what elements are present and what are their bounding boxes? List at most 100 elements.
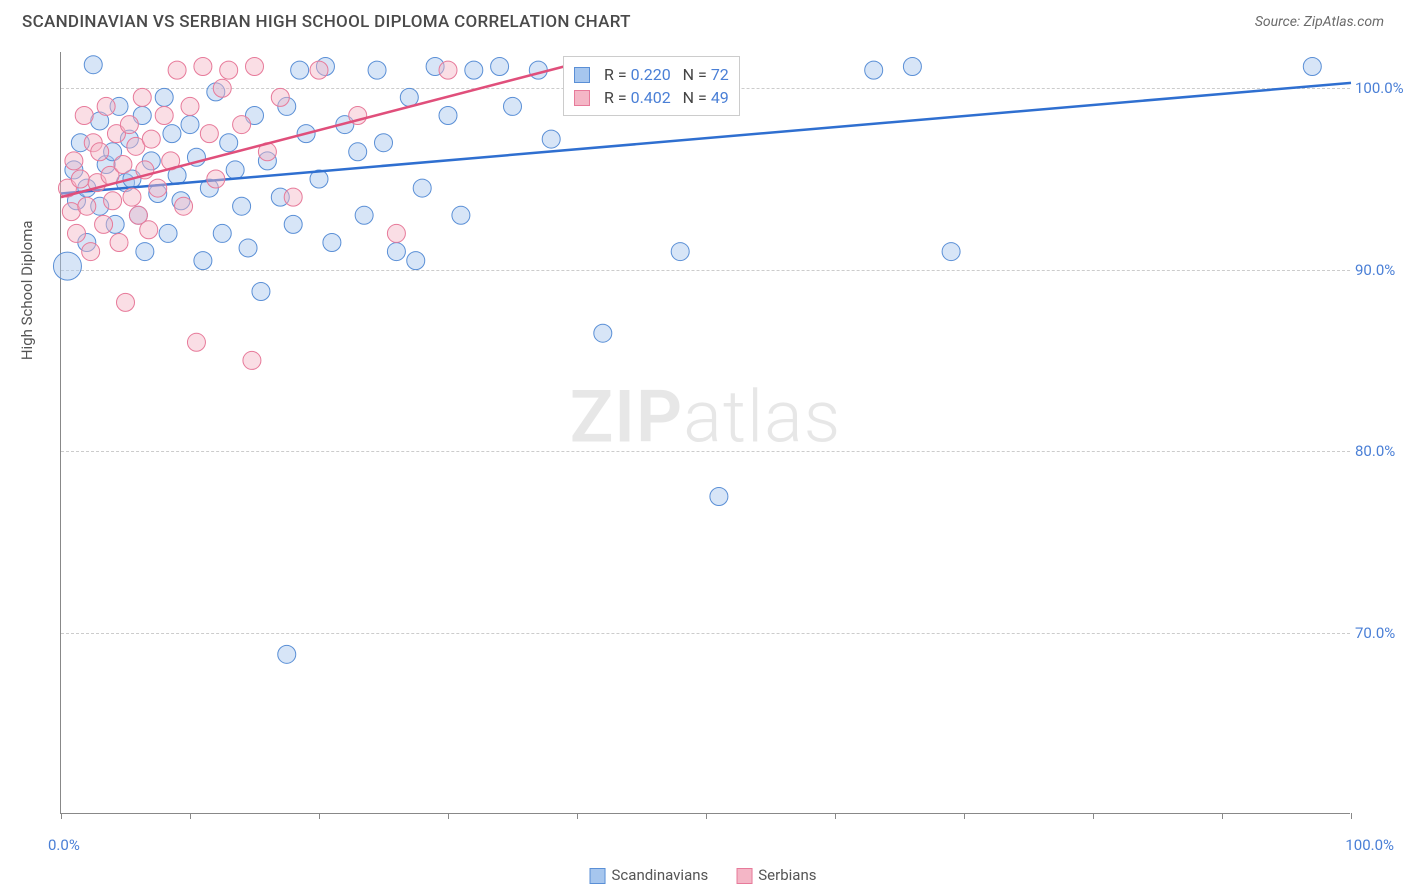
data-point bbox=[942, 243, 960, 261]
x-tick bbox=[448, 813, 449, 819]
data-point bbox=[220, 61, 238, 79]
data-point bbox=[671, 243, 689, 261]
y-axis-label: High School Diploma bbox=[18, 220, 36, 360]
data-point bbox=[149, 179, 167, 197]
data-point bbox=[140, 221, 158, 239]
data-point bbox=[387, 224, 405, 242]
data-point bbox=[84, 56, 102, 74]
data-point bbox=[53, 252, 81, 280]
stats-row: R = 0.220 N = 72 bbox=[574, 63, 729, 86]
stats-text: R = 0.402 N = 49 bbox=[604, 88, 729, 107]
legend-item: Serbians bbox=[736, 866, 816, 884]
data-point bbox=[163, 125, 181, 143]
data-point bbox=[903, 58, 921, 76]
data-point bbox=[187, 333, 205, 351]
chart-title: SCANDINAVIAN VS SERBIAN HIGH SCHOOL DIPL… bbox=[22, 12, 631, 32]
data-point bbox=[65, 152, 83, 170]
source-label: Source: ZipAtlas.com bbox=[1255, 14, 1384, 30]
data-point bbox=[243, 351, 261, 369]
legend-swatch bbox=[736, 868, 752, 884]
legend-swatch bbox=[590, 868, 606, 884]
x-tick bbox=[835, 813, 836, 819]
x-axis-max-label: 100.0% bbox=[1345, 836, 1394, 854]
data-point bbox=[465, 61, 483, 79]
series-swatch bbox=[574, 67, 590, 83]
data-point bbox=[136, 243, 154, 261]
data-point bbox=[155, 88, 173, 106]
data-point bbox=[1303, 58, 1321, 76]
x-tick bbox=[61, 813, 62, 819]
data-point bbox=[323, 234, 341, 252]
data-point bbox=[181, 97, 199, 115]
data-point bbox=[278, 645, 296, 663]
data-point bbox=[104, 192, 122, 210]
data-point bbox=[439, 61, 457, 79]
data-point bbox=[213, 79, 231, 97]
data-point bbox=[194, 58, 212, 76]
data-point bbox=[504, 97, 522, 115]
data-point bbox=[142, 130, 160, 148]
data-point bbox=[439, 107, 457, 125]
x-tick bbox=[190, 813, 191, 819]
data-point bbox=[194, 252, 212, 270]
y-tick-label: 80.0% bbox=[1355, 442, 1406, 460]
data-point bbox=[284, 215, 302, 233]
data-point bbox=[168, 61, 186, 79]
y-tick-label: 90.0% bbox=[1355, 261, 1406, 279]
x-tick bbox=[319, 813, 320, 819]
data-point bbox=[594, 324, 612, 342]
data-point bbox=[413, 179, 431, 197]
data-point bbox=[291, 61, 309, 79]
data-point bbox=[120, 116, 138, 134]
x-tick bbox=[1093, 813, 1094, 819]
data-point bbox=[233, 116, 251, 134]
scatter-svg bbox=[61, 52, 1350, 813]
data-point bbox=[710, 488, 728, 506]
data-point bbox=[200, 125, 218, 143]
data-point bbox=[110, 234, 128, 252]
data-point bbox=[233, 197, 251, 215]
data-point bbox=[78, 197, 96, 215]
data-point bbox=[114, 155, 132, 173]
data-point bbox=[491, 58, 509, 76]
data-point bbox=[175, 197, 193, 215]
data-point bbox=[181, 116, 199, 134]
data-point bbox=[82, 243, 100, 261]
data-point bbox=[400, 88, 418, 106]
chart-header: SCANDINAVIAN VS SERBIAN HIGH SCHOOL DIPL… bbox=[0, 0, 1406, 40]
data-point bbox=[207, 170, 225, 188]
data-point bbox=[220, 134, 238, 152]
data-point bbox=[387, 243, 405, 261]
data-point bbox=[542, 130, 560, 148]
data-point bbox=[133, 88, 151, 106]
x-tick bbox=[706, 813, 707, 819]
stats-text: R = 0.220 N = 72 bbox=[604, 65, 729, 84]
data-point bbox=[75, 107, 93, 125]
data-point bbox=[246, 58, 264, 76]
data-point bbox=[95, 215, 113, 233]
data-point bbox=[529, 61, 547, 79]
data-point bbox=[375, 134, 393, 152]
data-point bbox=[71, 170, 89, 188]
data-point bbox=[226, 161, 244, 179]
legend: Scandinavians Serbians bbox=[590, 866, 817, 884]
data-point bbox=[97, 97, 115, 115]
data-point bbox=[213, 224, 231, 242]
data-point bbox=[349, 143, 367, 161]
legend-label: Scandinavians bbox=[612, 866, 709, 884]
stats-row: R = 0.402 N = 49 bbox=[574, 86, 729, 109]
y-tick-label: 100.0% bbox=[1355, 79, 1406, 97]
x-axis-min-label: 0.0% bbox=[48, 836, 80, 854]
x-tick bbox=[577, 813, 578, 819]
data-point bbox=[159, 224, 177, 242]
series-swatch bbox=[574, 90, 590, 106]
stats-box: R = 0.220 N = 72 R = 0.402 N = 49 bbox=[563, 56, 740, 116]
data-point bbox=[252, 282, 270, 300]
data-point bbox=[284, 188, 302, 206]
data-point bbox=[239, 239, 257, 257]
x-tick bbox=[1351, 813, 1352, 819]
y-tick-label: 70.0% bbox=[1355, 624, 1406, 642]
legend-item: Scandinavians bbox=[590, 866, 709, 884]
data-point bbox=[355, 206, 373, 224]
legend-label: Serbians bbox=[758, 866, 816, 884]
